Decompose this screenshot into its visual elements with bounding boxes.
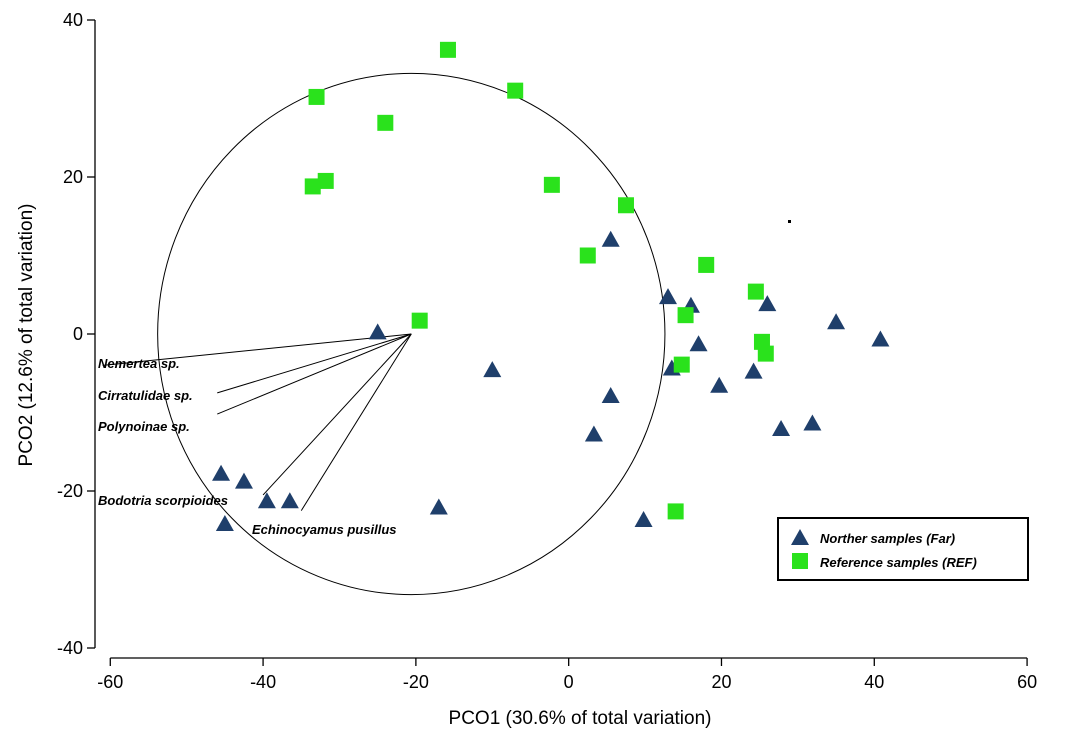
far-sample-point: [215, 514, 234, 531]
vector-label: Nemertea sp.: [98, 356, 180, 371]
y-axis-label: PCO2 (12.6% of total variation): [16, 204, 37, 467]
ref-sample-point: [579, 247, 596, 264]
vector-label: Bodotria scorpioides: [98, 493, 228, 508]
ref-sample-point: [673, 356, 690, 373]
vector-label: Cirratulidae sp.: [98, 388, 193, 403]
vector-label: Echinocyamus pusillus: [252, 522, 397, 537]
ref-sample-point: [304, 178, 321, 195]
vector-line: [262, 333, 412, 496]
y-tick-label: -20: [57, 481, 83, 501]
ref-sample-point: [377, 114, 394, 131]
vector-label: Polynoinae sp.: [98, 419, 190, 434]
x-tick-label: -20: [403, 672, 429, 692]
x-tick-label: 60: [1017, 672, 1037, 692]
far-sample-point: [601, 387, 620, 404]
y-tick-label: -40: [57, 638, 83, 658]
correlation-circle-outline: [157, 72, 666, 596]
far-sample-point: [710, 376, 729, 393]
x-tick-label: -40: [250, 672, 276, 692]
far-sample-point: [483, 361, 502, 378]
ref-sample-point: [698, 256, 715, 273]
ref-sample-point: [543, 176, 560, 193]
far-sample-point: [803, 414, 822, 431]
x-tick-label: 20: [711, 672, 731, 692]
y-tick-label: 0: [73, 324, 83, 344]
ref-sample-point: [667, 503, 684, 520]
x-tick-label: 0: [564, 672, 574, 692]
far-sample-point: [212, 464, 231, 481]
ref-sample-point: [411, 312, 428, 329]
far-sample-point: [634, 511, 653, 528]
ref-sample-point: [507, 82, 524, 99]
y-tick-label: 40: [63, 10, 83, 30]
legend-label-far: Norther samples (Far): [820, 531, 955, 546]
ref-sample-point: [747, 283, 764, 300]
vector-line: [102, 333, 412, 366]
far-sample-point: [234, 472, 253, 489]
species-vectors: Nemertea sp. Cirratulidae sp. Polynoinae s…: [98, 333, 412, 537]
ref-sample-point: [317, 172, 334, 189]
far-sample-point: [257, 492, 276, 509]
x-tick-label: 40: [864, 672, 884, 692]
ref-sample-point: [677, 307, 694, 324]
legend-square-icon: [792, 553, 808, 569]
ref-sample-point: [308, 88, 325, 105]
far-sample-point: [744, 362, 763, 379]
vector-line: [217, 333, 412, 394]
sample-points: [212, 41, 890, 531]
legend-triangle-icon: [791, 529, 809, 545]
legend: Norther samples (Far) Reference samples …: [777, 517, 1029, 581]
y-tick-label: 20: [63, 167, 83, 187]
stray-dot: [788, 220, 791, 223]
far-sample-point: [758, 295, 777, 312]
legend-label-ref: Reference samples (REF): [820, 555, 977, 570]
far-sample-point: [827, 313, 846, 330]
legend-box: [777, 517, 1029, 581]
axes: -40 -20 0 20 40 -60 -40 -20 0 20 40 60: [57, 10, 1037, 692]
vector-line: [217, 333, 412, 415]
ref-sample-point: [617, 197, 634, 214]
far-sample-point: [772, 419, 791, 436]
far-sample-point: [689, 335, 708, 352]
far-sample-point: [659, 288, 677, 305]
far-sample-point: [871, 330, 890, 347]
far-sample-point: [601, 230, 620, 247]
x-tick-label: -60: [97, 672, 123, 692]
ref-sample-point: [439, 41, 456, 58]
far-sample-point: [429, 498, 448, 515]
far-sample-point: [368, 323, 387, 340]
far-sample-point: [280, 492, 299, 509]
correlation-circle: [157, 72, 666, 596]
far-sample-point: [584, 425, 603, 442]
x-axis-label: PCO1 (30.6% of total variation): [449, 708, 712, 729]
vector-line: [300, 333, 412, 511]
ref-sample-point: [757, 345, 774, 362]
